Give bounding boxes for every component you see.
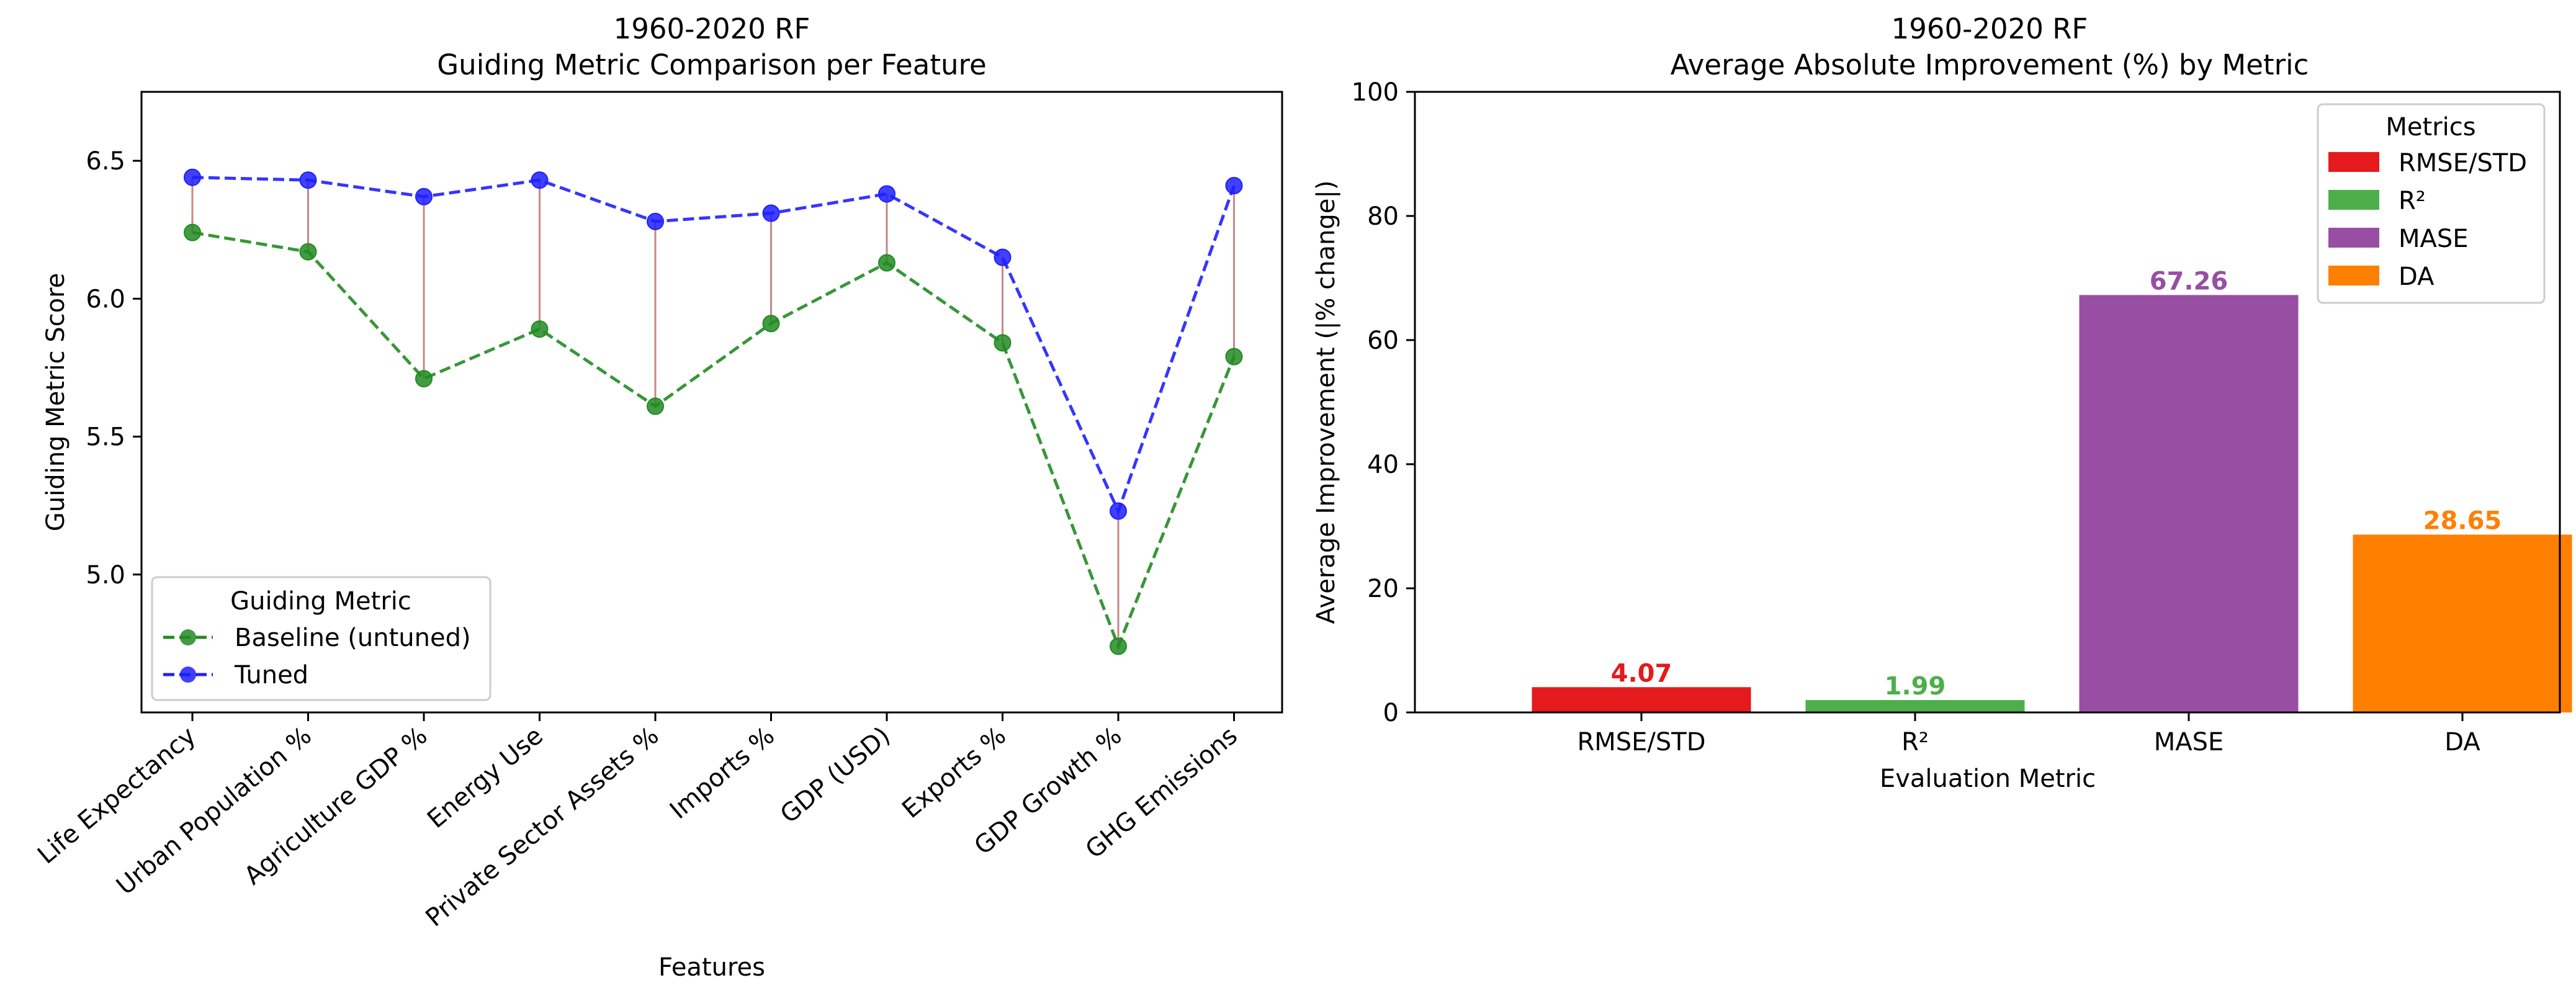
line-chart-panel: 1960-2020 RF Guiding Metric Comparison p… <box>32 12 1283 982</box>
legend-entry-rmse: RMSE/STD <box>2328 149 2527 177</box>
tuned-line <box>192 176 1236 516</box>
bar-r <box>1805 700 2025 712</box>
metric-tick-da: DA <box>2444 728 2480 756</box>
line-chart-subtitle: Guiding Metric Comparison per Feature <box>437 48 986 81</box>
baseline-untuned-point-imports <box>762 315 780 333</box>
feature-tick-private-sector-assets: Private Sector Assets % <box>420 721 664 932</box>
bar-value-label-da: 28.65 <box>2423 507 2502 536</box>
bar-da <box>2353 534 2572 712</box>
baseline-untuned-point-energy-use <box>531 320 549 338</box>
right-y-axis: 0 20 40 60 80 100 <box>1352 78 1415 727</box>
line-chart-title: 1960-2020 RF <box>614 12 810 45</box>
mase-legend-swatch <box>2328 228 2379 248</box>
right-ytick-label: 80 <box>1367 202 1399 231</box>
line-legend-title: Guiding Metric <box>230 587 411 616</box>
legend-entry-baseline: Baseline (untuned) <box>163 624 471 652</box>
bar-rmse-std <box>1532 687 1751 712</box>
left-ytick-label: 6.5 <box>86 147 125 176</box>
baseline-untuned-point-agriculture-gdp <box>415 370 433 388</box>
tuned-point-gdp-growth <box>1110 502 1127 520</box>
improvement-connectors <box>191 177 1235 647</box>
left-plot-frame <box>140 91 1283 714</box>
rmse-legend-swatch <box>2328 152 2379 172</box>
r2-legend-swatch <box>2328 190 2379 210</box>
line-series-group <box>184 168 1243 655</box>
bar-mase <box>2079 295 2299 712</box>
baseline-untuned-point-life-expectancy <box>184 223 201 241</box>
bar-series-group: 4.07 1.99 67.26 28.65 <box>1532 267 2572 712</box>
bar-value-label-rmse-std: 4.07 <box>1611 659 1672 688</box>
feature-tick-gdp-usd: GDP (USD) <box>775 721 896 829</box>
r2-legend-label: R² <box>2399 187 2426 215</box>
bar-chart-ylabel: Average Improvement (|% change|) <box>1312 181 1340 624</box>
legend-entry-r2: R² <box>2328 187 2426 215</box>
tuned-point-agriculture-gdp <box>415 187 433 205</box>
bar-legend-title: Metrics <box>2385 113 2475 141</box>
baseline-untuned-point-gdp-growth <box>1110 637 1127 655</box>
bar-chart-subtitle: Average Absolute Improvement (%) by Metr… <box>1671 48 2309 81</box>
left-ytick-label: 5.5 <box>86 423 125 452</box>
legend-entry-da: DA <box>2328 263 2435 291</box>
metric-tick-rmse-std: RMSE/STD <box>1577 728 1705 756</box>
baseline-untuned-point-ghg-emissions <box>1225 348 1243 366</box>
bar-chart-legend: Metrics RMSE/STD R² MASE DA <box>2317 103 2546 304</box>
left-y-axis: 5.0 5.5 6.0 6.5 <box>86 147 141 590</box>
left-ytick-label: 6.0 <box>86 285 125 313</box>
mase-legend-label: MASE <box>2399 225 2469 253</box>
line-chart-legend: Guiding Metric Baseline (untuned) Tuned <box>151 576 491 701</box>
right-ytick-label: 40 <box>1367 451 1399 479</box>
feature-tick-imports: Imports % <box>665 721 780 825</box>
rmse-legend-label: RMSE/STD <box>2399 149 2527 177</box>
tuned-point-exports <box>994 248 1012 266</box>
right-ytick-label: 20 <box>1367 575 1399 603</box>
metric-tick-r: R² <box>1901 728 1929 756</box>
feature-tick-exports: Exports % <box>897 721 1012 824</box>
bar-value-label-r: 1.99 <box>1885 672 1946 701</box>
baseline-legend-marker <box>180 629 196 645</box>
bar-chart-xlabel: Evaluation Metric <box>1880 765 2096 793</box>
right-ytick-label: 0 <box>1383 699 1399 727</box>
baseline-untuned-point-exports <box>994 334 1012 352</box>
tuned-point-gdp-usd <box>878 185 895 203</box>
right-ytick-label: 60 <box>1367 326 1399 355</box>
tuned-point-imports <box>762 204 780 222</box>
right-plot-frame <box>1414 91 2561 714</box>
tuned-point-private-sector-assets <box>647 212 664 230</box>
baseline-untuned-point-gdp-usd <box>878 254 895 272</box>
legend-entry-tuned: Tuned <box>163 661 308 689</box>
left-ytick-label: 5.0 <box>86 561 125 590</box>
tuned-point-energy-use <box>531 171 549 189</box>
feature-tick-urban-population: Urban Population % <box>111 721 317 900</box>
legend-entry-mase: MASE <box>2328 225 2469 253</box>
line-chart-ylabel: Guiding Metric Score <box>42 273 70 532</box>
right-x-axis: RMSE/STD R² MASE DA <box>1577 712 2480 756</box>
baseline-untuned-point-urban-population <box>299 243 317 261</box>
tuned-point-ghg-emissions <box>1225 177 1243 195</box>
tuned-legend-marker <box>180 667 196 683</box>
tuned-point-urban-population <box>299 171 317 189</box>
metric-tick-mase: MASE <box>2154 728 2224 756</box>
bar-chart-title: 1960-2020 RF <box>1892 12 2088 45</box>
right-ytick-label: 100 <box>1352 78 1399 107</box>
tuned-legend-label: Tuned <box>234 661 308 689</box>
baseline-untuned-point-private-sector-assets <box>647 397 664 415</box>
feature-tick-energy-use: Energy Use <box>422 721 549 833</box>
baseline-legend-label: Baseline (untuned) <box>235 624 471 652</box>
da-legend-label: DA <box>2399 263 2435 291</box>
tuned-point-life-expectancy <box>184 168 201 186</box>
bar-chart-panel: 1960-2020 RF Average Absolute Improvemen… <box>1312 12 2572 793</box>
line-chart-xlabel: Features <box>658 953 765 982</box>
line-legend-box <box>151 576 491 701</box>
bar-value-label-mase: 67.26 <box>2150 267 2228 295</box>
da-legend-swatch <box>2328 266 2379 285</box>
baseline-untuned-line <box>192 231 1236 651</box>
